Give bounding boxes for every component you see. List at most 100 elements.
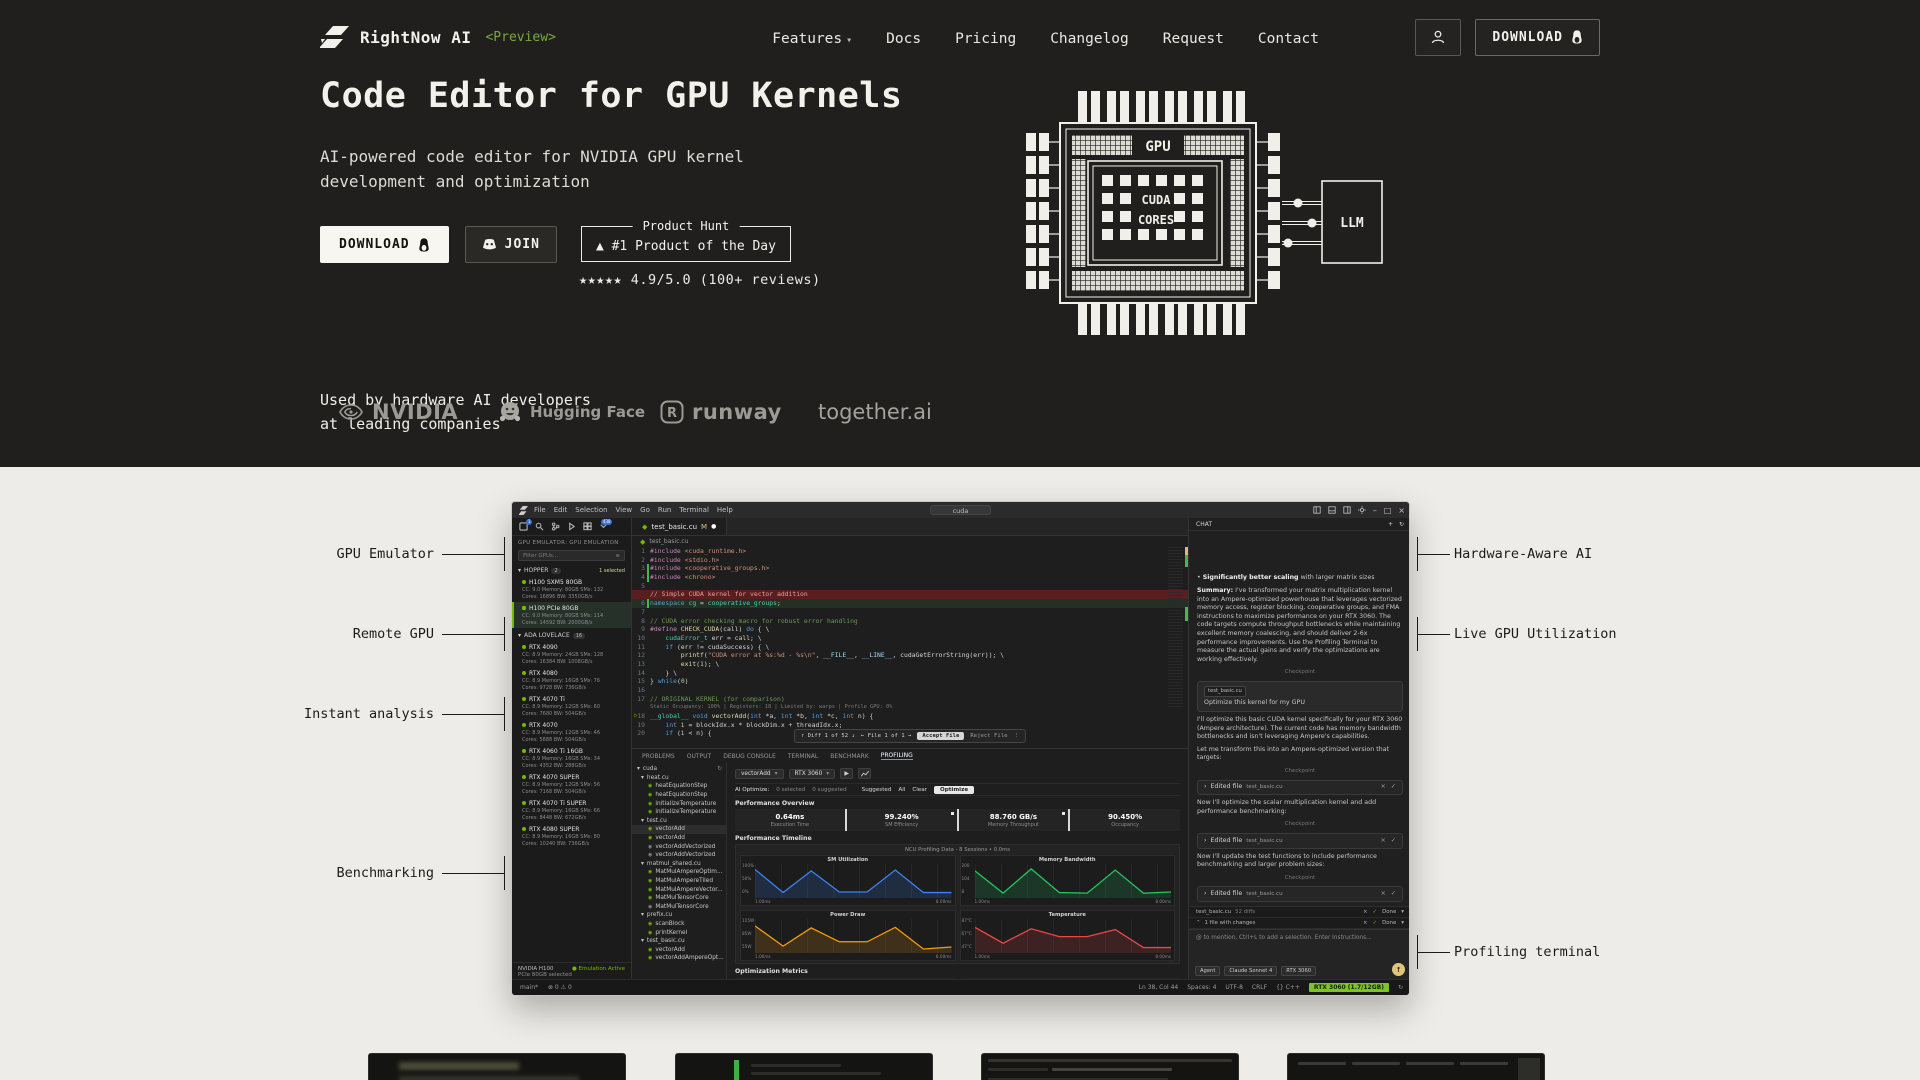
gpu-list-item[interactable]: RTX 4080 CC: 8.9 Memory: 16GB SMs: 76 Core… xyxy=(512,667,631,693)
minimize-icon[interactable]: – xyxy=(1372,505,1377,515)
tree-item[interactable]: ◉ vectorAdd xyxy=(632,825,726,834)
tree-item[interactable]: ◉ MatMulTensorCore xyxy=(632,903,726,912)
gpu-list-item[interactable]: H100 PCIe 80GB CC: 9.0 Memory: 80GB SMs: … xyxy=(512,602,631,628)
gpu-list-item[interactable]: RTX 4070 Ti CC: 8.9 Memory: 12GB SMs: 60 C… xyxy=(512,693,631,719)
nav-link-changelog[interactable]: Changelog xyxy=(1050,30,1129,47)
reject-icon[interactable]: × xyxy=(1380,836,1386,844)
panel-tab-debug-console[interactable]: DEBUG CONSOLE xyxy=(723,752,776,760)
changes-summary-row[interactable]: ⌃ 1 file with changes × ✓ Done ▾ xyxy=(1189,918,1409,929)
nav-link-pricing[interactable]: Pricing xyxy=(955,30,1017,47)
ai-all-button[interactable]: All xyxy=(898,786,906,793)
git-branch[interactable]: main* xyxy=(520,984,538,991)
accept-file-button[interactable]: Accept File xyxy=(917,732,965,740)
chat-tab-label[interactable]: CHAT xyxy=(1196,520,1213,528)
panel-tab-terminal[interactable]: TERMINAL xyxy=(787,752,819,760)
edited-file-row[interactable]: › Edited file test_basic.cu × ✓ xyxy=(1197,833,1403,849)
menu-terminal[interactable]: Terminal xyxy=(679,506,709,514)
gpu-group-header[interactable]: ▾ HOPPER 2 1 selected xyxy=(512,563,631,576)
join-discord-button[interactable]: JOIN xyxy=(464,226,557,263)
gpu-select[interactable]: RTX 3060 ▾ xyxy=(788,768,836,779)
tree-item[interactable]: ◉ vectorAdd xyxy=(632,945,726,954)
gear-icon[interactable] xyxy=(1357,506,1366,514)
nav-download-button[interactable]: DOWNLOAD xyxy=(1475,18,1600,56)
discard-icon[interactable]: × xyxy=(1363,920,1368,926)
account-button[interactable] xyxy=(1415,18,1462,56)
tree-item[interactable]: ◉ heatEquationStep xyxy=(632,782,726,791)
menu-help[interactable]: Help xyxy=(716,506,733,514)
run-kernel-icon[interactable]: ▷ xyxy=(634,712,638,720)
tree-item[interactable]: ◉ MatMulAmpereVector... xyxy=(632,885,726,894)
layout-icon[interactable] xyxy=(1313,506,1321,514)
gpu-list-item[interactable]: RTX 4070 CC: 8.9 Memory: 12GB SMs: 46 Core… xyxy=(512,719,631,745)
status-item[interactable]: Ln 38, Col 44 xyxy=(1138,984,1179,991)
status-item[interactable]: CRLF xyxy=(1251,984,1268,991)
panel-tab-profiling[interactable]: PROFILING xyxy=(880,752,913,760)
close-icon[interactable]: × xyxy=(1398,505,1405,515)
sidebar-right-icon[interactable] xyxy=(1343,506,1351,514)
panel-icon[interactable] xyxy=(1328,506,1336,514)
hero-download-button[interactable]: DOWNLOAD xyxy=(320,226,449,263)
tree-item[interactable]: ◉ heatEquationStep xyxy=(632,791,726,800)
tree-item[interactable]: ▾ prefix.cu xyxy=(632,911,726,920)
chart-button[interactable] xyxy=(858,768,872,779)
gpu-status-badge[interactable]: RTX 3060 (1.7/12GB) xyxy=(1308,983,1389,992)
tree-root[interactable]: ▾ cuda ↻ xyxy=(632,765,726,774)
gpu-list-item[interactable]: RTX 4090 CC: 8.9 Memory: 24GB SMs: 128 Cor… xyxy=(512,641,631,667)
diff-counter[interactable]: ↑ Diff 1 of 52 ↓ xyxy=(800,733,855,739)
more-options-icon[interactable]: ⋮ xyxy=(1013,733,1020,739)
breadcrumb[interactable]: ◆ test_basic.cu xyxy=(632,536,1188,547)
source-control-icon[interactable] xyxy=(551,522,560,531)
chat-input[interactable]: @ to mention, Ctrl+L to add a selection.… xyxy=(1189,929,1409,981)
tree-item[interactable]: ◉ MatMulAmpereOptim... xyxy=(632,868,726,877)
gpu-list-item[interactable]: RTX 4070 Ti SUPER CC: 8.9 Memory: 16GB SM… xyxy=(512,797,631,823)
screenshot-thumbnail[interactable] xyxy=(675,1053,933,1080)
panel-tab-problems[interactable]: PROBLEMS xyxy=(642,752,675,760)
reject-icon[interactable]: × xyxy=(1380,783,1386,791)
brand[interactable]: RightNow AI <Preview> xyxy=(320,25,556,50)
edited-file-row[interactable]: › Edited file test_basic.cu × ✓ xyxy=(1197,886,1403,902)
files-icon[interactable]: 1 xyxy=(519,519,532,531)
accept-icon[interactable]: ✓ xyxy=(1390,783,1396,791)
discard-icon[interactable]: × xyxy=(1363,909,1368,915)
menu-edit[interactable]: Edit xyxy=(553,506,568,514)
reject-icon[interactable]: × xyxy=(1380,889,1386,897)
tree-item[interactable]: ▾ matmul_shared.cu xyxy=(632,860,726,869)
panel-tab-output[interactable]: OUTPUT xyxy=(686,752,712,760)
accept-icon[interactable]: ✓ xyxy=(1390,836,1396,844)
menu-file[interactable]: File xyxy=(534,506,546,514)
nav-link-contact[interactable]: Contact xyxy=(1257,30,1319,47)
gpu-filter-input[interactable]: Filter GPUs... ≡ xyxy=(518,550,625,561)
sync-icon[interactable]: ↻ xyxy=(1397,984,1403,991)
gpu-list-item[interactable]: RTX 4080 SUPER CC: 8.9 Memory: 16GB SMs: … xyxy=(512,823,631,849)
screenshot-thumbnail[interactable] xyxy=(981,1053,1239,1080)
nav-link-features[interactable]: Features ▾ xyxy=(772,30,853,47)
tree-item[interactable]: ◉ scanBlock xyxy=(632,920,726,929)
history-icon[interactable]: ↻ xyxy=(1398,520,1404,528)
kernel-select[interactable]: vectorAdd ▾ xyxy=(735,768,784,779)
tree-item[interactable]: ◉ initializeTemperature xyxy=(632,799,726,808)
menu-go[interactable]: Go xyxy=(640,506,650,514)
chat-chip-rtx-3060[interactable]: RTX 3060 xyxy=(1281,966,1317,976)
gpu-list-item[interactable]: RTX 4060 Ti 16GB CC: 8.9 Memory: 16GB SMs… xyxy=(512,745,631,771)
accept-icon[interactable]: ✓ xyxy=(1372,920,1378,926)
tree-item[interactable]: ◉ initializeTemperature xyxy=(632,808,726,817)
window-title[interactable]: cuda xyxy=(929,504,992,515)
chat-chip-agent[interactable]: Agent xyxy=(1195,966,1221,976)
gpu-list-item[interactable]: RTX 4070 SUPER CC: 8.9 Memory: 12GB SMs: … xyxy=(512,771,631,797)
accept-icon[interactable]: ✓ xyxy=(1372,909,1378,915)
accept-icon[interactable]: ✓ xyxy=(1390,889,1396,897)
tree-item[interactable]: ▾ heat.cu xyxy=(632,774,726,783)
ai-suggested-button[interactable]: Suggested xyxy=(861,786,892,793)
run-profile-button[interactable]: ▶ xyxy=(840,768,854,779)
panel-tab-benchmark[interactable]: BENCHMARK xyxy=(830,752,869,760)
code-editor[interactable]: 1 #include <cuda_runtime.h> 2 #include <std… xyxy=(632,547,1188,748)
editor-tab[interactable]: ◆ test_basic.cu M ● xyxy=(632,518,728,535)
screenshot-thumbnail[interactable] xyxy=(1287,1053,1545,1080)
reject-file-button[interactable]: Reject File xyxy=(970,733,1008,739)
search-icon[interactable] xyxy=(535,522,544,531)
menu-view[interactable]: View xyxy=(615,506,633,514)
dirty-dot-icon[interactable]: ● xyxy=(711,523,717,530)
tree-item[interactable]: ◉ vectorAddAmpereOpt... xyxy=(632,954,726,963)
diagnostics[interactable]: ⊗ 0 ⚠ 0 xyxy=(548,984,572,991)
optimize-button[interactable]: Optimize xyxy=(933,785,975,794)
